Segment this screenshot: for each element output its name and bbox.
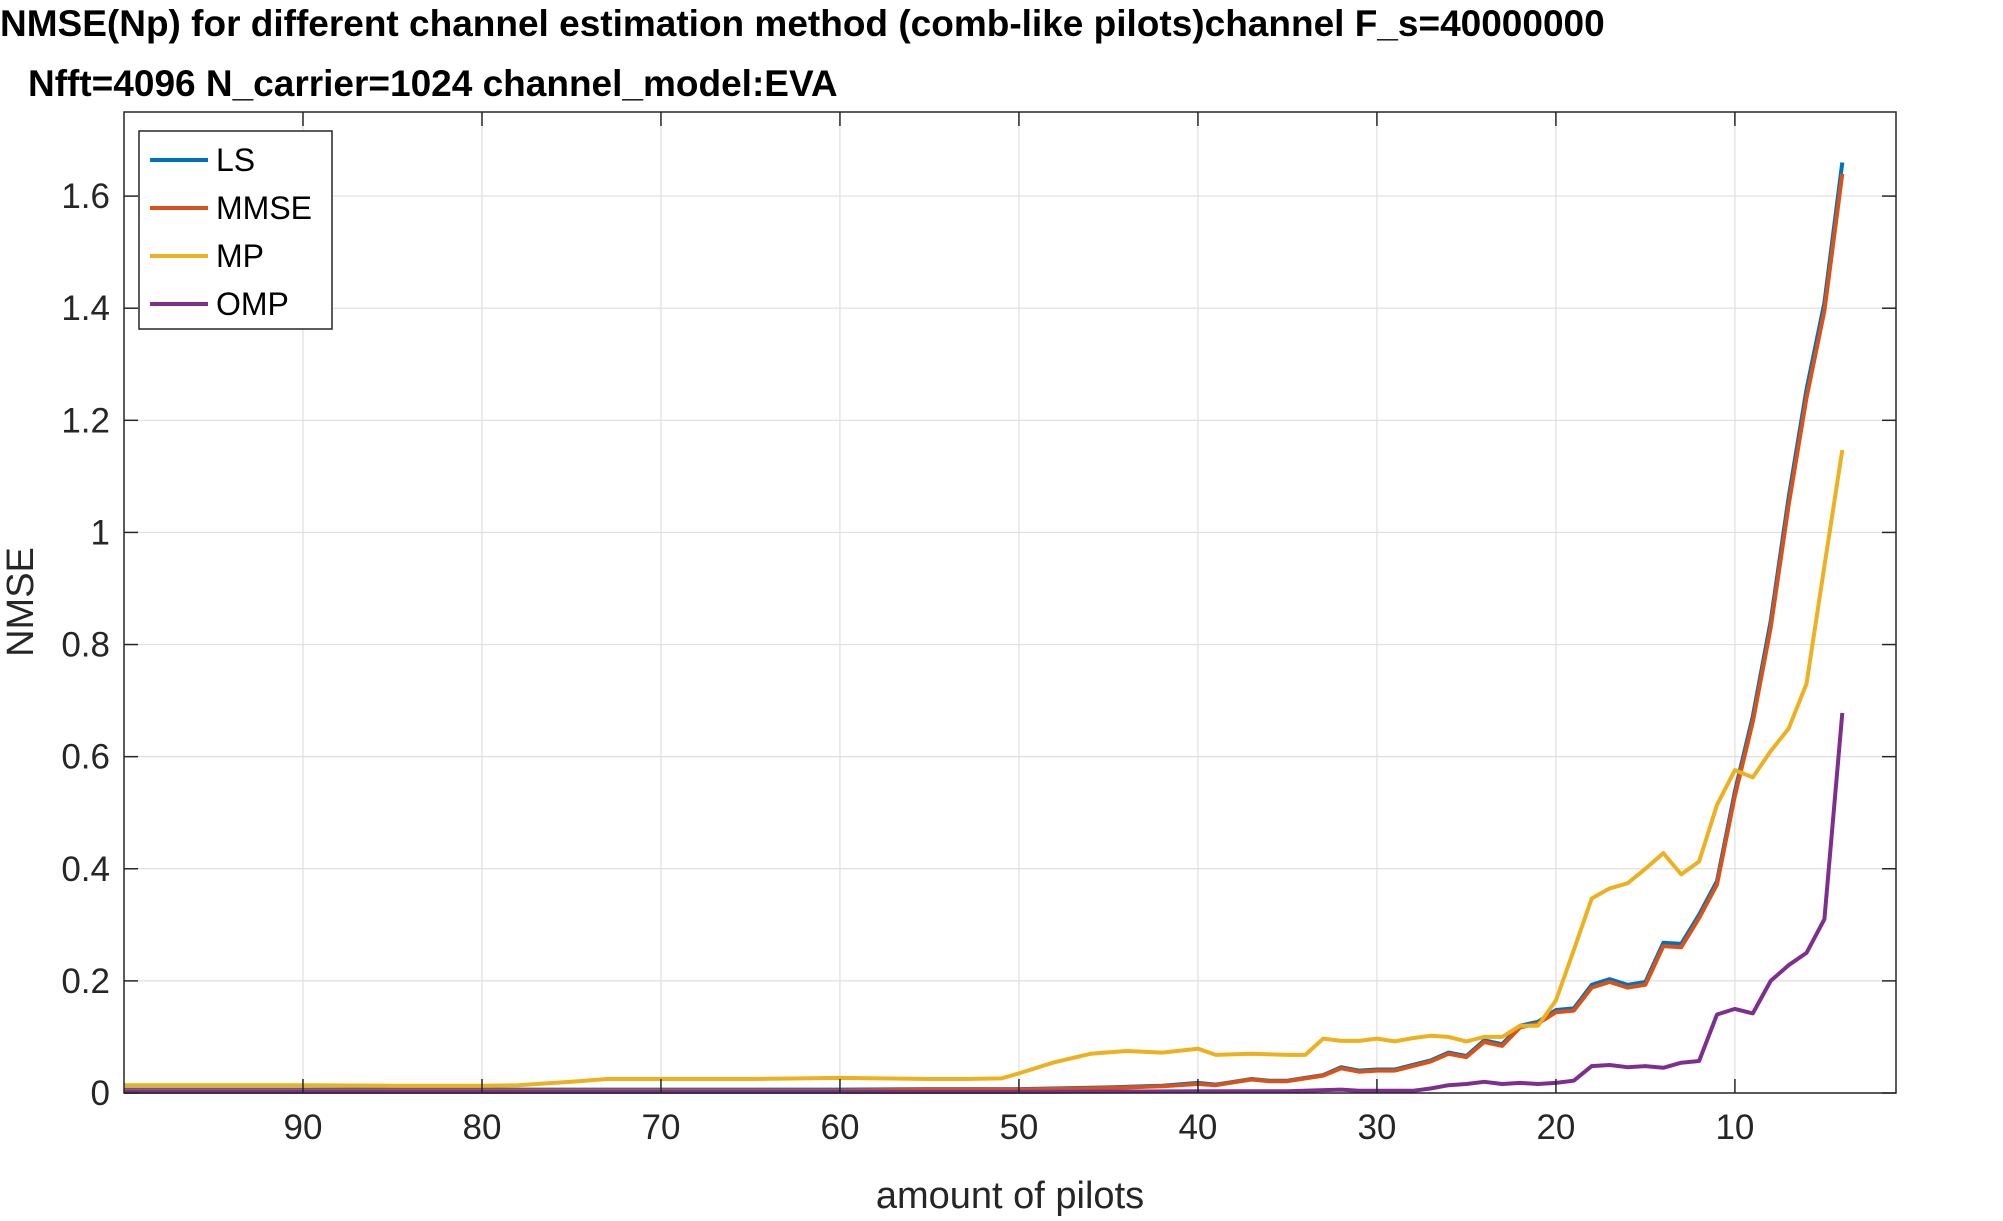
x-tick-label: 50 — [999, 1108, 1038, 1147]
plot-area — [124, 112, 1896, 1093]
series-line-mp — [124, 449, 1845, 1088]
y-tick-label: 1.6 — [61, 177, 110, 216]
y-ticks: 0 0.2 0.4 0.6 0.8 1 1.2 1.4 1.6 — [61, 177, 1896, 1113]
plot-frame — [123, 111, 1897, 1094]
x-tick-label: 40 — [1178, 1108, 1217, 1147]
chart-title: NMSE(Np) for different channel estimatio… — [0, 3, 1605, 44]
y-tick-label: 0.6 — [61, 738, 110, 777]
legend-box — [138, 130, 333, 330]
legend-label-ls: LS — [216, 142, 255, 178]
y-axis-label: NMSE — [0, 547, 42, 657]
y-tick-label: 1.2 — [61, 401, 110, 440]
x-axis-label: amount of pilots — [876, 1175, 1144, 1217]
y-tick-label: 0.8 — [61, 626, 110, 665]
y-tick-label: 1.4 — [61, 289, 110, 328]
legend: LS MMSE MP OMP — [138, 130, 333, 330]
x-tick-label: 20 — [1536, 1108, 1575, 1147]
y-tick-label: 0.2 — [61, 962, 110, 1001]
x-tick-label: 60 — [820, 1108, 859, 1147]
legend-label-omp: OMP — [216, 286, 289, 322]
x-tick-label: 10 — [1715, 1108, 1754, 1147]
grid-lines — [124, 112, 1896, 1094]
y-tick-label: 0.4 — [61, 850, 110, 889]
x-tick-label: 30 — [1357, 1108, 1396, 1147]
y-tick-label: 0 — [91, 1074, 110, 1113]
series-line-mmse — [124, 173, 1845, 1093]
x-tick-label: 90 — [284, 1108, 323, 1147]
x-tick-label: 70 — [642, 1108, 681, 1147]
legend-label-mmse: MMSE — [216, 190, 312, 226]
x-tick-label: 80 — [463, 1108, 502, 1147]
legend-label-mp: MP — [216, 238, 264, 274]
chart-subtitle: Nfft=4096 N_carrier=1024 channel_model:E… — [28, 63, 838, 104]
y-tick-label: 1 — [91, 513, 110, 552]
x-ticks: 90 80 70 60 50 40 30 20 10 — [284, 112, 1754, 1147]
